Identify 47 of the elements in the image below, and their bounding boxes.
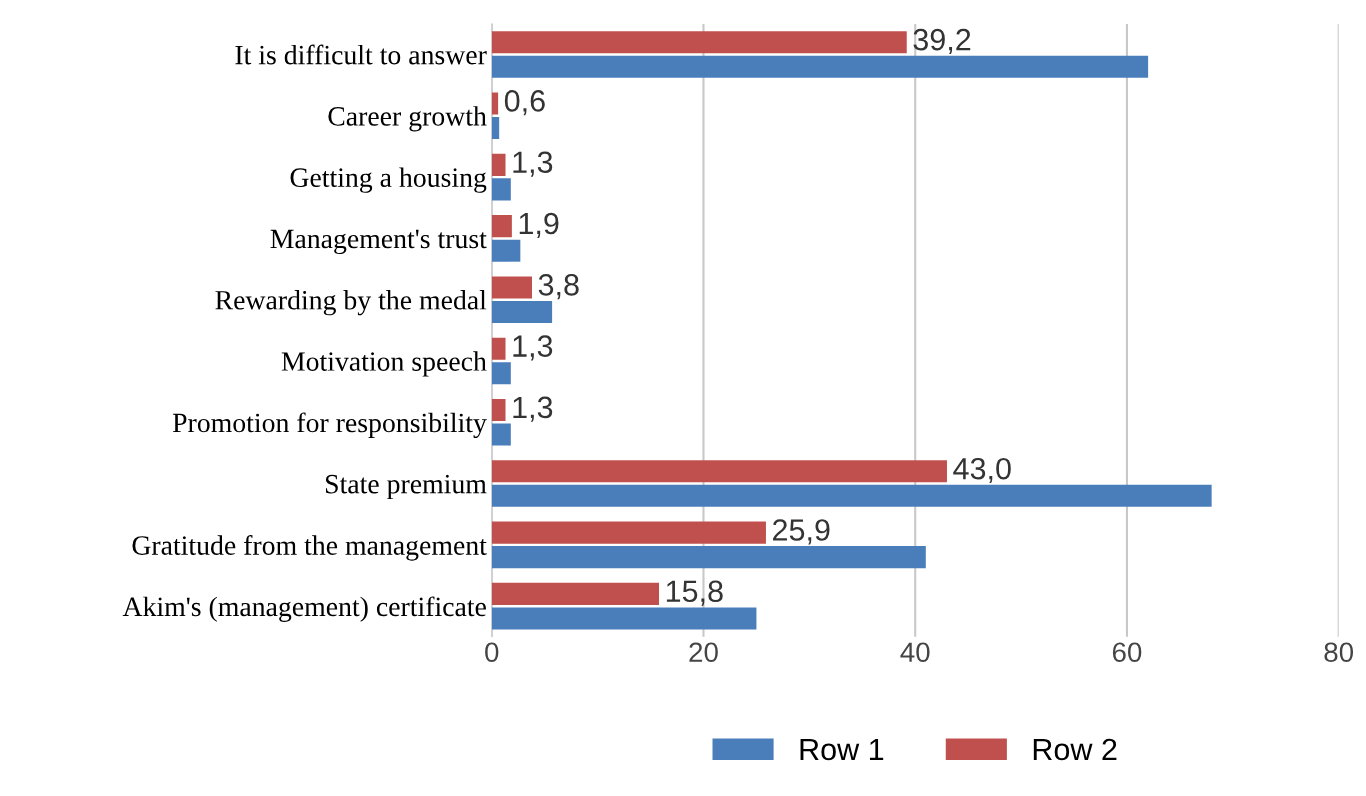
x-tick-label: 20 bbox=[689, 642, 718, 663]
x-tick-label: 40 bbox=[900, 642, 930, 663]
y-tick-label: Career growth bbox=[328, 106, 487, 132]
bar bbox=[491, 546, 926, 569]
bar bbox=[491, 521, 766, 544]
data-label: 1,9 bbox=[519, 212, 559, 238]
data-label: 3,8 bbox=[538, 274, 579, 300]
x-tick-label: 80 bbox=[1324, 642, 1354, 663]
bar bbox=[491, 153, 506, 176]
y-tick-label: It is difficult to answer bbox=[235, 44, 487, 65]
bar bbox=[491, 607, 757, 630]
data-label: 43,0 bbox=[953, 457, 1011, 484]
y-tick-label: Management's trust bbox=[270, 229, 487, 254]
y-tick-label: Akim's (management) certificate bbox=[122, 596, 486, 622]
data-label: 1,3 bbox=[513, 335, 553, 361]
bar bbox=[491, 337, 506, 360]
data-label: 15,8 bbox=[666, 580, 723, 606]
data-label: 1,3 bbox=[513, 151, 553, 177]
bar bbox=[491, 215, 512, 238]
data-label: 1,3 bbox=[513, 396, 553, 422]
bar bbox=[491, 239, 521, 262]
y-tick-label: State premium bbox=[325, 474, 487, 500]
data-label: 39,2 bbox=[913, 28, 971, 55]
y-tick-label: Motivation speech bbox=[281, 351, 487, 377]
x-tick-label: 0 bbox=[485, 642, 499, 663]
legend-label: Row 2 bbox=[1033, 738, 1117, 761]
bar bbox=[491, 92, 499, 115]
bar bbox=[491, 276, 532, 299]
bar bbox=[491, 117, 500, 140]
y-tick-label: Getting a housing bbox=[290, 167, 487, 193]
bar bbox=[491, 484, 1212, 507]
bar bbox=[491, 178, 511, 201]
data-label: 25,9 bbox=[773, 519, 830, 545]
bar bbox=[491, 362, 511, 385]
y-tick-label: Rewarding by the medal bbox=[215, 290, 487, 316]
bar bbox=[491, 582, 660, 605]
y-tick-label: Gratitude from the management bbox=[132, 535, 487, 561]
bar bbox=[491, 300, 553, 323]
data-label: 0,6 bbox=[504, 90, 545, 116]
x-tick-label: 60 bbox=[1112, 642, 1142, 663]
bar bbox=[491, 460, 947, 483]
bar bbox=[491, 423, 511, 446]
y-tick-label: Promotion for responsibility bbox=[172, 412, 487, 439]
bar bbox=[491, 398, 506, 422]
bar bbox=[491, 55, 1149, 78]
legend-label: Row 1 bbox=[800, 738, 884, 761]
bar bbox=[491, 31, 907, 54]
